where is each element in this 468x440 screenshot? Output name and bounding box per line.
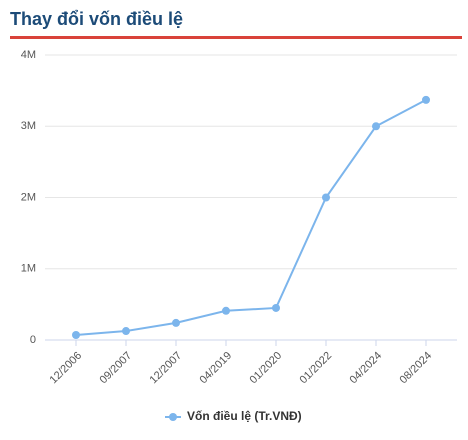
x-tick-label: 12/2007: [148, 350, 185, 387]
x-tick-label: 01/2022: [298, 350, 335, 387]
data-point: [422, 95, 430, 104]
legend-marker: [169, 413, 177, 421]
data-point: [372, 122, 380, 131]
legend-label: Vốn điều lệ (Tr.VNĐ): [187, 409, 302, 423]
data-point: [222, 306, 230, 315]
y-tick-label: 0: [30, 334, 36, 346]
data-point: [322, 193, 330, 202]
x-tick-label: 04/2019: [198, 350, 235, 387]
x-tick-label: 04/2024: [348, 350, 385, 387]
x-tick-label: 09/2007: [98, 350, 135, 387]
data-point: [272, 303, 280, 312]
y-tick-label: 4M: [21, 49, 36, 61]
data-point: [72, 331, 80, 340]
y-tick-label: 1M: [21, 263, 36, 275]
y-tick-label: 2M: [21, 191, 36, 203]
y-tick-label: 3M: [21, 120, 36, 132]
data-point: [122, 327, 130, 336]
data-point: [172, 318, 180, 327]
x-tick-label: 08/2024: [398, 350, 435, 387]
title-underline: [10, 36, 462, 39]
series-line: [75, 99, 427, 337]
x-tick-label: 12/2006: [48, 350, 85, 387]
x-tick-label: 01/2020: [248, 350, 285, 387]
chart-title: Thay đổi vốn điều lệ: [10, 9, 183, 29]
